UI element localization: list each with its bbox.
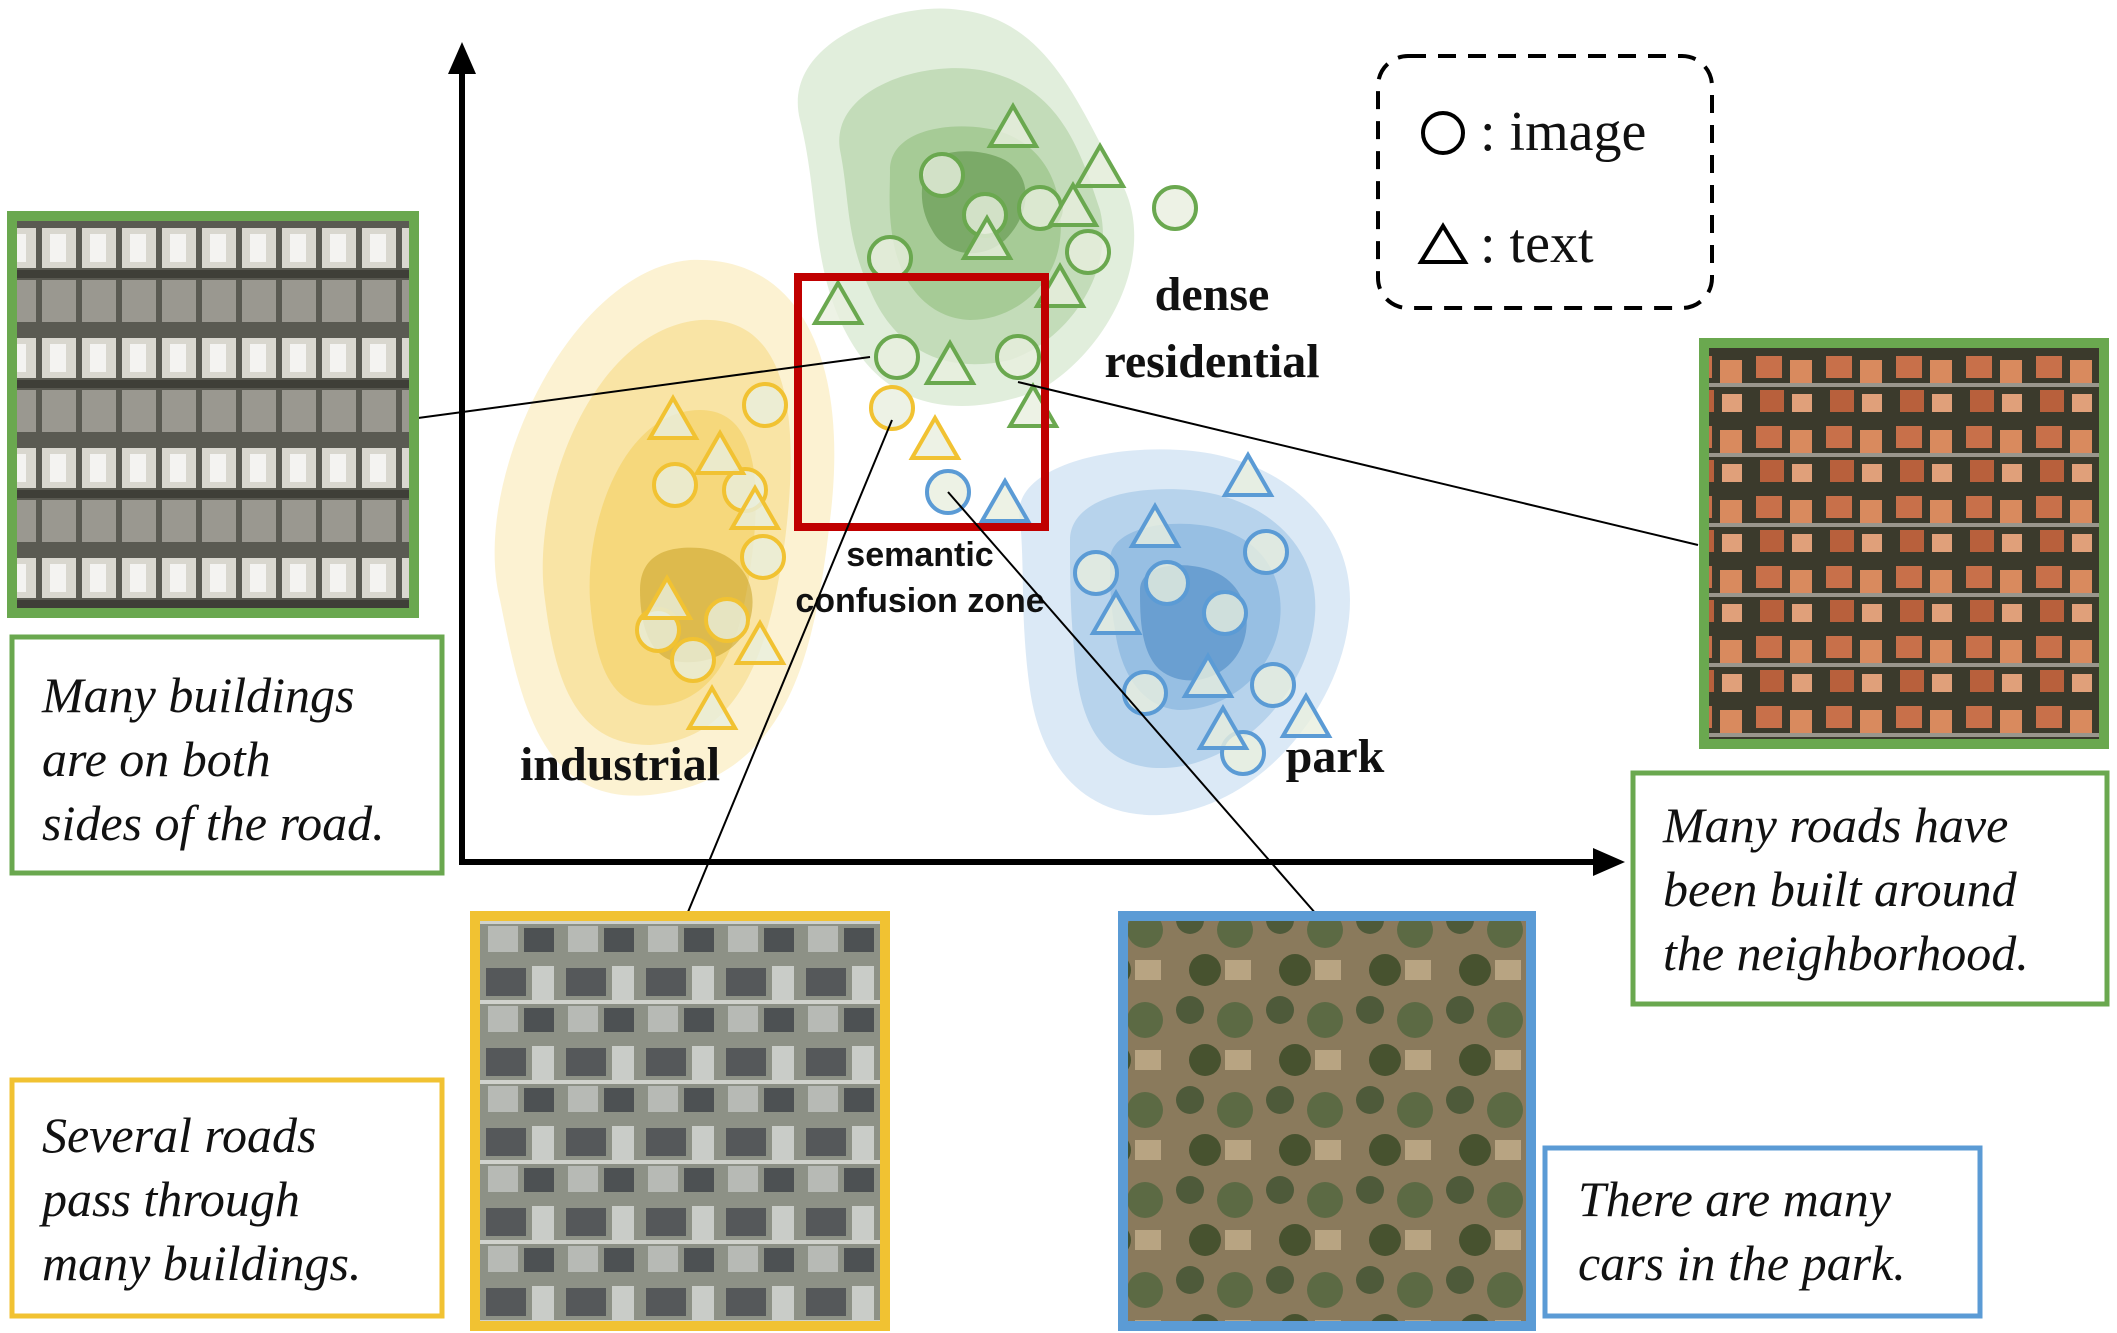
image-embedding-marker (670, 637, 716, 683)
dense-residential-aerial-image-right (1699, 338, 2109, 749)
image-embedding-marker (867, 235, 913, 281)
image-embedding-marker (740, 534, 786, 580)
text-embedding-marker (1089, 588, 1143, 635)
text-embedding-marker (923, 338, 977, 385)
text-embedding-marker (728, 483, 782, 530)
image-embedding-marker (742, 382, 788, 428)
image-embedding-marker (1144, 560, 1190, 606)
text-embedding-marker (908, 413, 962, 460)
cluster-label-residential: residential (1104, 335, 1319, 388)
legend: : image : text (1376, 54, 1714, 310)
embedding-markers (635, 101, 1333, 776)
example-dense-residential-left: Many buildings are on both sides of the … (7, 211, 445, 876)
image-embedding-marker (919, 152, 965, 198)
caption-dense-left-line3: sides of the road. (42, 795, 385, 851)
caption-dense-right-line1: Many roads have (1662, 797, 2008, 853)
triangle-icon (1417, 222, 1469, 264)
text-embedding-marker (1046, 180, 1100, 227)
cluster-label-park: park (1286, 730, 1385, 783)
image-embedding-marker (1065, 229, 1111, 275)
image-embedding-marker (1202, 590, 1248, 636)
text-embedding-marker (960, 213, 1014, 260)
text-embedding-marker (640, 573, 694, 620)
text-embedding-marker (693, 428, 747, 475)
circle-icon (1421, 111, 1465, 155)
legend-box (1376, 54, 1714, 310)
confusion-zone-label-line2: confusion zone (795, 582, 1044, 620)
confusion-zone-label-line1: semantic (846, 536, 993, 574)
park-aerial-image (1118, 911, 1536, 1331)
caption-industrial-line1: Several roads (42, 1107, 317, 1163)
text-embedding-marker (1073, 141, 1127, 188)
y-axis-arrowhead (448, 42, 476, 74)
text-embedding-marker (733, 618, 787, 665)
image-embedding-marker (869, 385, 915, 431)
caption-dense-right-line2: been built around (1663, 861, 2018, 917)
legend-text-label: : text (1480, 213, 1594, 275)
text-embedding-marker (1196, 703, 1250, 750)
caption-box-industrial (9, 1077, 445, 1319)
example-park: There are many cars in the park. (1118, 911, 1983, 1331)
semantic-confusion-zone-box (794, 273, 1049, 531)
image-embedding-marker (652, 462, 698, 508)
image-embedding-marker (1243, 529, 1289, 575)
caption-industrial-line2: pass through (39, 1171, 300, 1227)
connector-lines (417, 356, 1699, 931)
caption-park-line1: There are many (1578, 1171, 1892, 1227)
axes (448, 42, 1625, 876)
connector-dense-left (417, 356, 871, 419)
image-embedding-marker (1122, 670, 1168, 716)
text-embedding-marker (1181, 651, 1235, 698)
text-embedding-marker (1128, 501, 1182, 548)
example-industrial: Several roads pass through many building… (9, 911, 890, 1331)
caption-dense-left-line2: are on both (42, 731, 271, 787)
text-embedding-marker (1279, 691, 1333, 738)
connector-dense-right (1017, 381, 1699, 546)
example-dense-residential-right: Many roads have been built around the ne… (1630, 338, 2110, 1007)
caption-box-dense-left (9, 634, 445, 876)
cluster-label-dense: dense (1155, 268, 1270, 321)
text-embedding-marker (646, 393, 700, 440)
text-embedding-marker (978, 476, 1032, 523)
industrial-aerial-image (470, 911, 890, 1331)
text-embedding-marker (986, 101, 1040, 148)
image-embedding-marker (704, 597, 750, 643)
caption-park-line2: cars in the park. (1578, 1235, 1906, 1291)
text-embedding-marker (811, 278, 865, 325)
x-axis-arrowhead (1593, 848, 1625, 876)
image-embedding-marker (874, 334, 920, 380)
connector-park (947, 491, 1331, 931)
image-embedding-marker (995, 334, 1041, 380)
image-embedding-marker (1152, 185, 1198, 231)
caption-dense-right-line3: the neighborhood. (1663, 925, 2029, 981)
connector-industrial (687, 419, 893, 913)
caption-dense-left-line1: Many buildings (41, 667, 354, 723)
image-embedding-marker (1250, 662, 1296, 708)
caption-box-park (1542, 1145, 1983, 1319)
caption-industrial-line3: many buildings. (42, 1235, 361, 1291)
caption-box-dense-right (1630, 770, 2110, 1007)
cluster-label-industrial: industrial (520, 738, 720, 791)
legend-image-label: : image (1480, 101, 1646, 163)
image-embedding-marker (1073, 550, 1119, 596)
industrial-density-cloud (494, 259, 835, 796)
text-embedding-marker (685, 683, 739, 730)
dense-residential-aerial-image-left (7, 211, 419, 618)
text-embedding-marker (1221, 450, 1275, 497)
